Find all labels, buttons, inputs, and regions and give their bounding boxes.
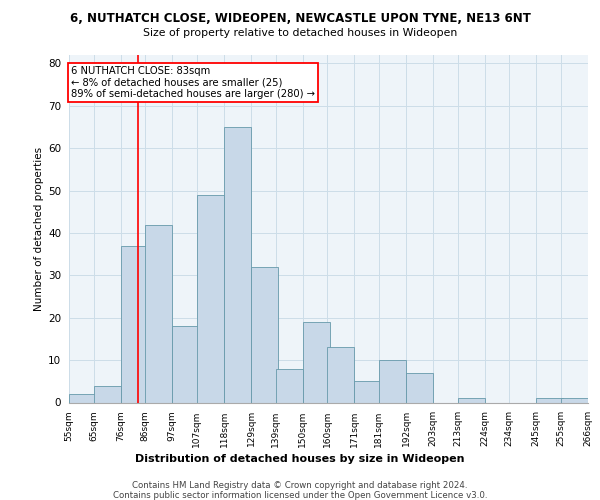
Bar (536, 398, 563, 402)
Bar (327, 348, 355, 403)
Bar (561, 398, 588, 402)
Bar (355, 382, 382, 402)
Text: Contains public sector information licensed under the Open Government Licence v3: Contains public sector information licen… (113, 491, 487, 500)
Text: Distribution of detached houses by size in Wideopen: Distribution of detached houses by size … (135, 454, 465, 464)
Bar (379, 360, 406, 403)
Y-axis label: Number of detached properties: Number of detached properties (34, 146, 44, 311)
Text: 6 NUTHATCH CLOSE: 83sqm
← 8% of detached houses are smaller (25)
89% of semi-det: 6 NUTHATCH CLOSE: 83sqm ← 8% of detached… (71, 66, 316, 99)
Bar (406, 373, 433, 402)
Bar (197, 195, 224, 402)
Bar (145, 224, 172, 402)
Bar (251, 267, 278, 402)
Bar (69, 394, 96, 402)
Text: Size of property relative to detached houses in Wideopen: Size of property relative to detached ho… (143, 28, 457, 38)
Bar (275, 368, 302, 402)
Text: Contains HM Land Registry data © Crown copyright and database right 2024.: Contains HM Land Registry data © Crown c… (132, 481, 468, 490)
Bar (302, 322, 330, 402)
Text: 6, NUTHATCH CLOSE, WIDEOPEN, NEWCASTLE UPON TYNE, NE13 6NT: 6, NUTHATCH CLOSE, WIDEOPEN, NEWCASTLE U… (70, 12, 530, 26)
Bar (94, 386, 121, 402)
Bar (458, 398, 485, 402)
Bar (121, 246, 148, 402)
Bar (224, 127, 251, 402)
Bar (172, 326, 199, 402)
